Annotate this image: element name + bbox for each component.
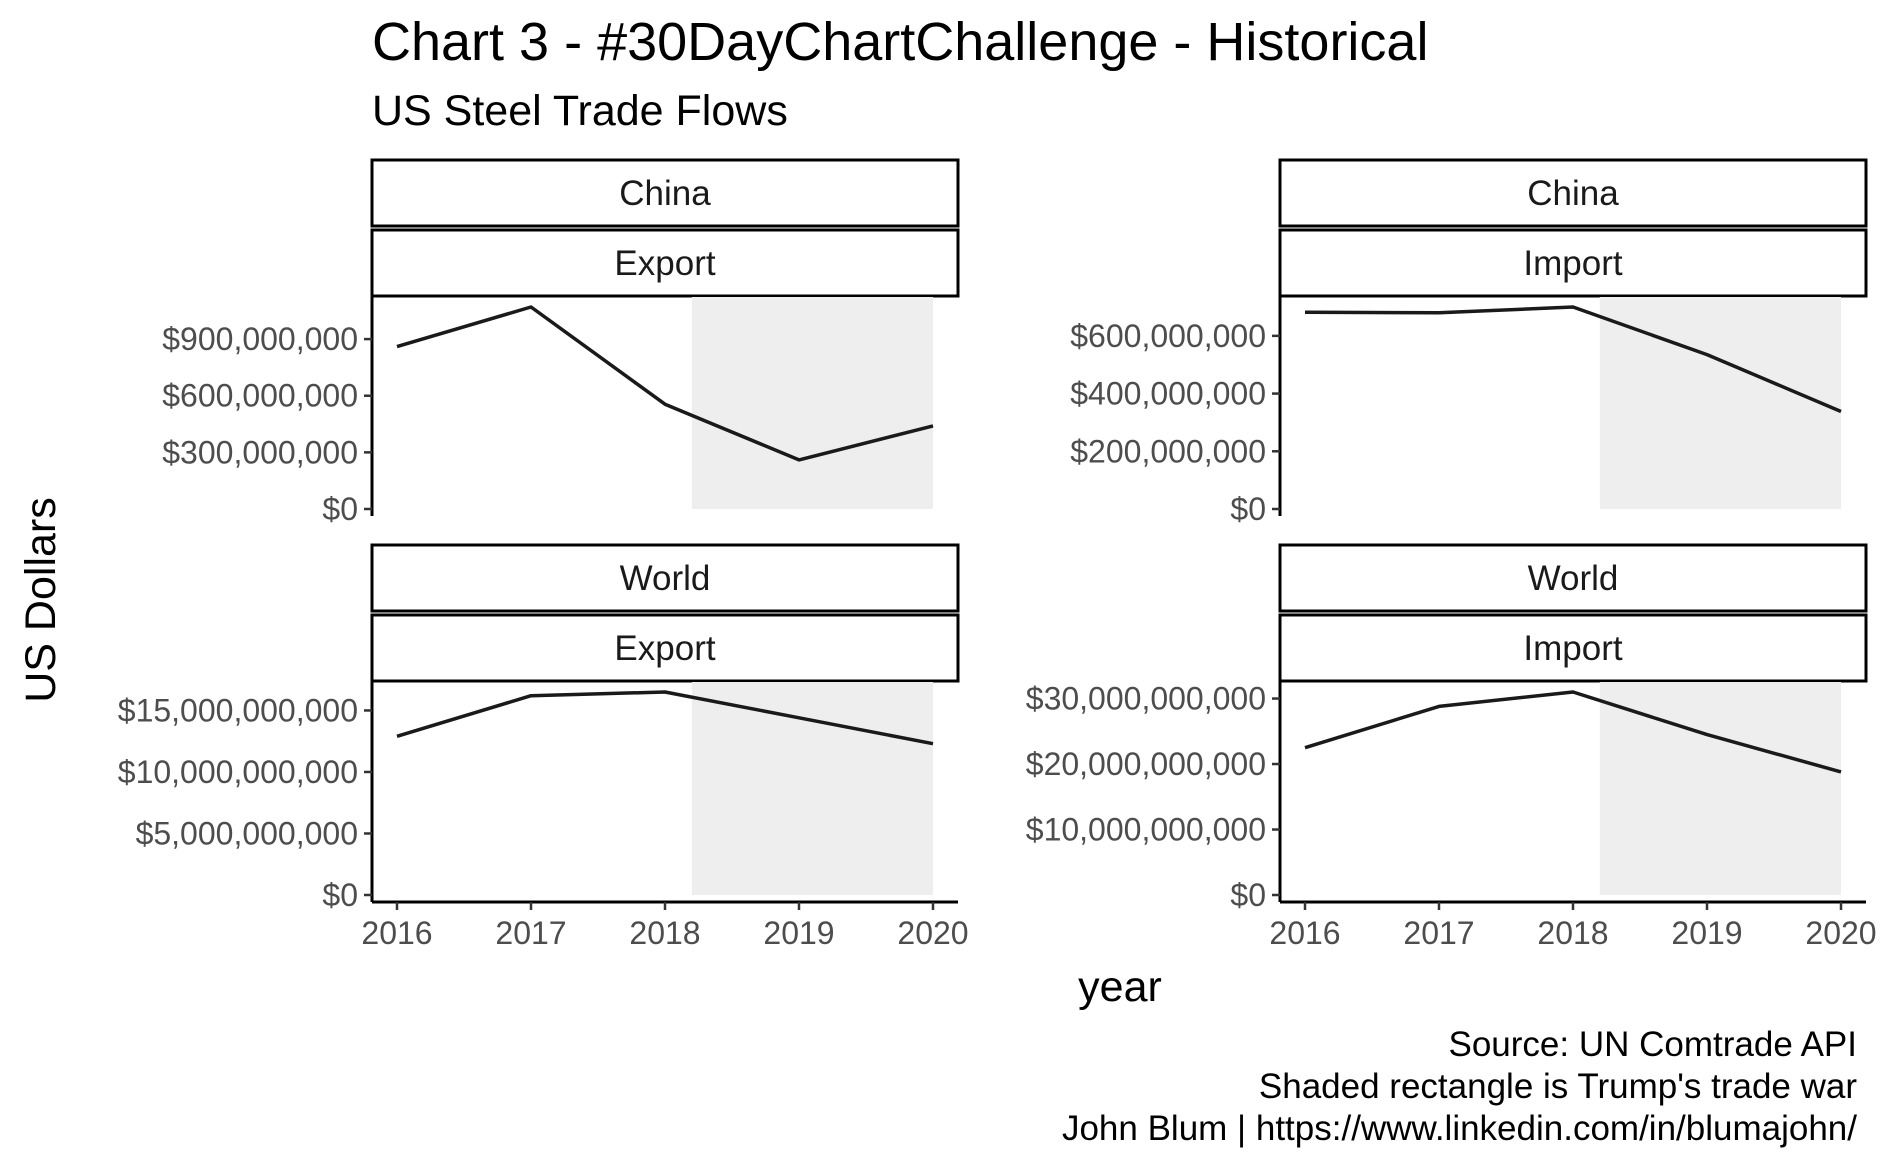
facet-china-export: China Export $0 $300,000,000 $600,000,000 $90…	[162, 160, 958, 527]
facet-china-import: China Import $0 $200,000,000 $400,000,000 $60…	[1070, 160, 1866, 527]
y-tick-label: $200,000,000	[1070, 433, 1266, 469]
y-tick-label: $10,000,000,000	[1026, 812, 1266, 848]
y-tick-label: $0	[1230, 877, 1266, 913]
x-axis-title: year	[1078, 963, 1162, 1011]
trade-war-shading	[1600, 682, 1841, 895]
y-axis-title: US Dollars	[17, 497, 65, 703]
strip-partner-label: China	[1527, 174, 1619, 213]
y-tick-label: $0	[1230, 491, 1266, 527]
y-tick-label: $5,000,000,000	[136, 815, 358, 851]
x-tick-label: 2019	[1671, 915, 1742, 951]
x-tick-label: 2018	[1537, 915, 1608, 951]
facet-panels: China Export $0 $300,000,000 $600,000,000 $90…	[118, 160, 1877, 951]
y-tick-label: $400,000,000	[1070, 376, 1266, 412]
x-tick-label: 2020	[1805, 915, 1876, 951]
y-tick-label: $0	[322, 877, 358, 913]
y-tick-label: $900,000,000	[162, 321, 358, 357]
y-tick-label: $15,000,000,000	[118, 692, 358, 728]
caption-line-2: Shaded rectangle is Trump's trade war	[1259, 1067, 1857, 1106]
strip-flow-label: Import	[1523, 244, 1622, 283]
y-tick-label: $0	[322, 491, 358, 527]
strip-flow-label: Import	[1523, 629, 1622, 668]
y-tick-label: $300,000,000	[162, 434, 358, 470]
strip-flow-label: Export	[614, 629, 715, 668]
strip-partner-label: World	[1528, 559, 1619, 598]
y-tick-label: $600,000,000	[1070, 318, 1266, 354]
strip-partner-label: World	[620, 559, 711, 598]
y-tick-label: $20,000,000,000	[1026, 746, 1266, 782]
caption-line-3: John Blum | https://www.linkedin.com/in/…	[1062, 1109, 1857, 1148]
x-tick-label: 2019	[763, 915, 834, 951]
x-tick-label: 2017	[1403, 915, 1474, 951]
trade-war-shading	[692, 297, 933, 509]
x-tick-label: 2016	[1269, 915, 1340, 951]
x-tick-label: 2017	[495, 915, 566, 951]
y-tick-label: $30,000,000,000	[1026, 681, 1266, 717]
y-tick-label: $10,000,000,000	[118, 754, 358, 790]
facet-world-export: World Export $0 $5,000,000,000 $10,000,000,0…	[118, 545, 969, 951]
strip-flow-label: Export	[614, 244, 715, 283]
y-tick-label: $600,000,000	[162, 378, 358, 414]
x-tick-label: 2020	[897, 915, 968, 951]
chart-title: Chart 3 - #30DayChartChallenge - Histori…	[372, 12, 1428, 72]
chart-subtitle: US Steel Trade Flows	[372, 87, 788, 135]
caption-line-1: Source: UN Comtrade API	[1449, 1025, 1858, 1064]
facet-world-import: World Import $0 $10,000,000,000 $20,000,000,…	[1026, 545, 1877, 951]
trade-war-shading	[692, 682, 933, 895]
x-tick-label: 2016	[361, 915, 432, 951]
x-tick-label: 2018	[629, 915, 700, 951]
strip-partner-label: China	[619, 174, 711, 213]
